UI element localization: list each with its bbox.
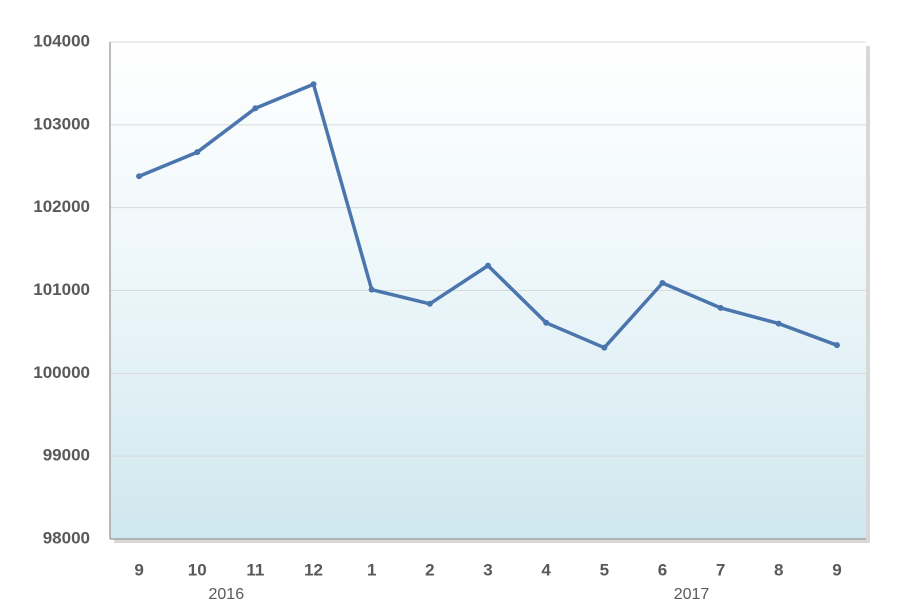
x-tick-label: 10 bbox=[188, 560, 207, 579]
x-tick-label: 8 bbox=[774, 560, 783, 579]
x-tick-label: 3 bbox=[483, 560, 492, 579]
data-point bbox=[310, 81, 317, 88]
data-point bbox=[775, 320, 782, 327]
data-point bbox=[426, 300, 433, 307]
x-tick-label: 1 bbox=[367, 560, 376, 579]
data-point bbox=[659, 280, 666, 287]
x-tick-label: 6 bbox=[658, 560, 667, 579]
x-tick-label: 5 bbox=[600, 560, 609, 579]
data-point bbox=[136, 173, 143, 180]
data-point bbox=[485, 262, 491, 269]
year-label: 2017 bbox=[674, 586, 710, 603]
year-label: 2016 bbox=[209, 586, 245, 603]
y-tick-label: 102000 bbox=[33, 197, 90, 216]
x-tick-label: 9 bbox=[832, 560, 841, 579]
data-point bbox=[368, 286, 375, 293]
x-tick-label: 7 bbox=[716, 560, 725, 579]
marks bbox=[136, 81, 840, 351]
x-tick-label: 11 bbox=[246, 560, 264, 579]
x-tick-label: 9 bbox=[134, 560, 143, 579]
y-tick-label: 101000 bbox=[33, 280, 90, 299]
y-tick-label: 103000 bbox=[33, 114, 90, 133]
y-tick-label: 100000 bbox=[33, 363, 90, 382]
x-tick-label: 12 bbox=[304, 560, 323, 579]
y-tick-label: 98000 bbox=[43, 528, 90, 547]
y-tick-label: 104000 bbox=[33, 31, 90, 50]
data-point bbox=[833, 342, 840, 349]
data-point bbox=[194, 149, 201, 156]
data-point bbox=[252, 105, 259, 112]
y-tick-label: 99000 bbox=[43, 446, 90, 465]
x-tick-label: 4 bbox=[541, 560, 551, 579]
data-point bbox=[601, 344, 608, 351]
data-point bbox=[717, 304, 724, 311]
x-tick-label: 2 bbox=[425, 560, 434, 579]
data-point bbox=[543, 319, 550, 326]
